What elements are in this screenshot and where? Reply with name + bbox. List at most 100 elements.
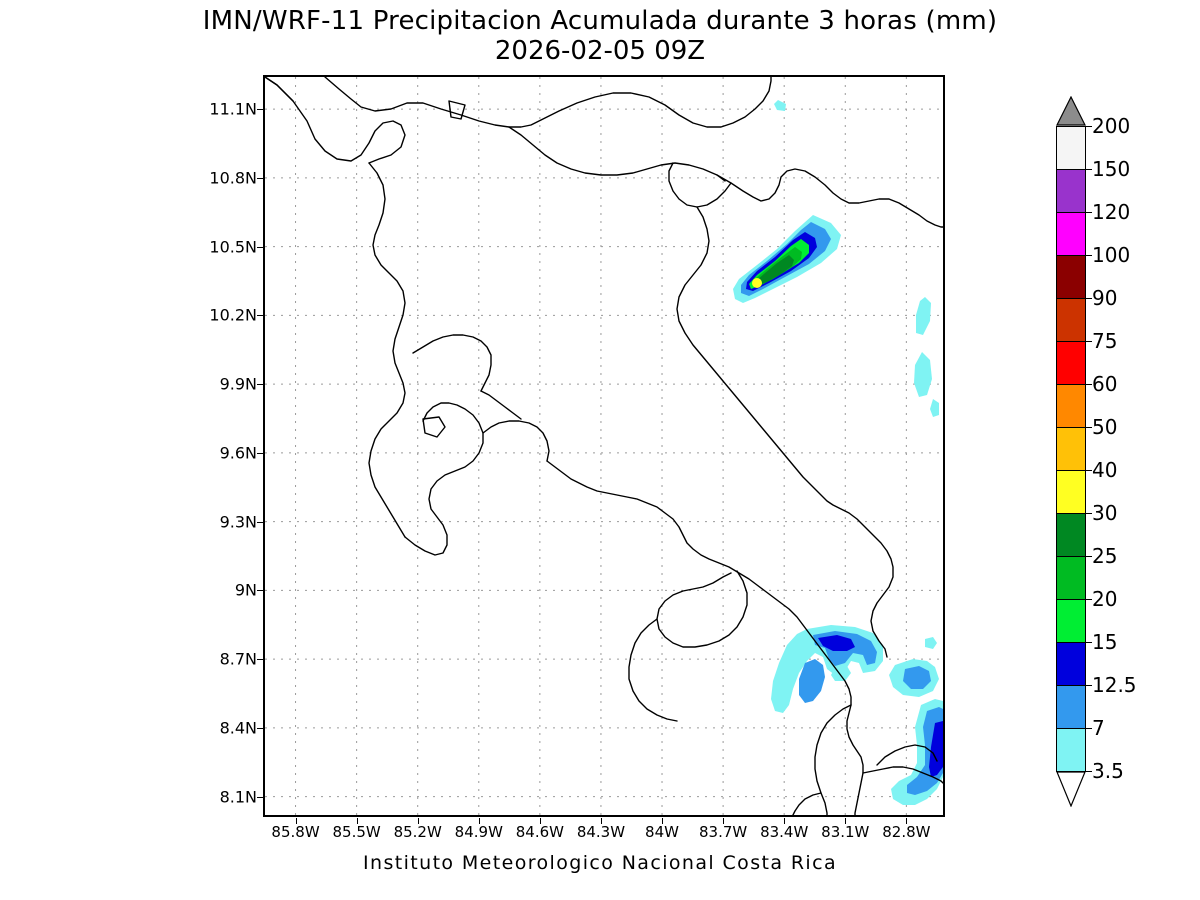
- y-axis-tick-label: 10.8N: [209, 168, 257, 188]
- y-axis-tick-mark: [257, 177, 264, 179]
- x-axis-tick-label: 85.2W: [393, 823, 442, 841]
- precip-feature-southeast-coastal-streak: [891, 699, 943, 805]
- x-axis-tick-label: 85.8W: [271, 823, 320, 841]
- colorbar-tick-label: 7: [1092, 716, 1105, 740]
- x-axis-tick-label: 83.1W: [821, 823, 870, 841]
- colorbar-band: [1056, 599, 1086, 643]
- colorbar-band: [1056, 255, 1086, 299]
- y-axis-tick-mark: [257, 659, 264, 661]
- precip-feature-north-speck: [774, 100, 786, 111]
- map-canvas: [265, 77, 943, 815]
- x-axis-tick-label: 84.3W: [576, 823, 626, 841]
- y-axis-tick-label: 8.4N: [219, 718, 257, 738]
- precip-feature-panama-border-cell: [889, 637, 939, 697]
- x-axis-tick-label: 84.6W: [515, 823, 564, 841]
- x-axis-tick-mark: [906, 818, 908, 824]
- y-axis-tick-mark: [257, 452, 264, 454]
- colorbar-tick-mark: [1086, 685, 1092, 686]
- y-axis-tick-mark: [257, 727, 264, 729]
- x-axis-tick-mark: [784, 818, 786, 824]
- footer-credit: Instituto Meteorologico Nacional Costa R…: [363, 852, 837, 874]
- colorbar-tick-mark: [1086, 513, 1092, 514]
- precipitation-contours: [733, 100, 943, 805]
- y-axis-tick-label: 8.1N: [219, 787, 257, 807]
- colorbar-tick-mark: [1086, 126, 1092, 127]
- x-axis-tick-label: 84W: [645, 823, 679, 841]
- y-axis-tick-label: 8.7N: [219, 649, 257, 669]
- chart-title: IMN/WRF-11 Precipitacion Acumulada duran…: [202, 6, 998, 36]
- colorbar-band: [1056, 169, 1086, 213]
- colorbar-tick-mark: [1086, 642, 1092, 643]
- colorbar-tick-mark: [1086, 556, 1092, 557]
- x-axis-tick-mark: [600, 818, 602, 824]
- colorbar-legend: 200 150 120 100 90 75 60 50 40 30 25 20 15 12.5 7 3.5: [1054, 96, 1194, 811]
- colorbar-tick-label: 12.5: [1092, 673, 1137, 697]
- colorbar-band: [1056, 298, 1086, 342]
- chart-subtitle: 2026-02-05 09Z: [494, 36, 706, 66]
- precip-feature-caribbean-offshore-band: [733, 215, 841, 303]
- y-axis-tick-mark: [257, 384, 264, 386]
- colorbar-tick-label: 25: [1092, 544, 1118, 568]
- x-axis: 85.8W 85.5W 85.2W 84.9W 84.6W 84.3W 84W 83.7W 83…: [263, 818, 945, 845]
- colorbar-band: [1056, 728, 1086, 772]
- y-axis-tick-mark: [257, 315, 264, 317]
- colorbar-tick-label: 120: [1092, 200, 1131, 224]
- colorbar-tick-mark: [1086, 298, 1092, 299]
- colorbar-tick-label: 75: [1092, 329, 1118, 353]
- colorbar-tick-label: 15: [1092, 630, 1118, 654]
- colorbar-tick-label: 150: [1092, 157, 1131, 181]
- y-axis-tick-mark: [257, 796, 264, 798]
- colorbar-tick-label: 20: [1092, 587, 1118, 611]
- y-axis-tick-label: 11.1N: [209, 99, 257, 119]
- x-axis-tick-label: 85.5W: [332, 823, 381, 841]
- colorbar-tick-mark: [1086, 212, 1092, 213]
- map-plot-area: [263, 75, 945, 817]
- x-axis-tick-mark: [539, 818, 541, 824]
- precip-feature-caribbean-small-cell-north: [916, 297, 931, 335]
- colorbar-tick-mark: [1086, 599, 1092, 600]
- y-axis-tick-label: 9.6N: [219, 443, 257, 463]
- colorbar-swatches: [1056, 96, 1086, 811]
- x-axis-tick-label: 83.7W: [698, 823, 748, 841]
- y-axis-tick-label: 9N: [234, 580, 257, 600]
- map-gridlines: [265, 77, 943, 815]
- colorbar-tick-mark: [1086, 470, 1092, 471]
- x-axis-tick-mark: [478, 818, 480, 824]
- colorbar-tick-label: 60: [1092, 372, 1118, 396]
- colorbar-band: [1056, 470, 1086, 514]
- colorbar-tick-mark: [1086, 771, 1092, 772]
- colorbar-band: [1056, 427, 1086, 471]
- x-axis-tick-mark: [295, 818, 297, 824]
- colorbar-band: [1056, 126, 1086, 170]
- colorbar-band: [1056, 341, 1086, 385]
- colorbar-band: [1056, 556, 1086, 600]
- colorbar-over-arrow: [1056, 96, 1086, 126]
- colorbar-tick-mark: [1086, 341, 1092, 342]
- map-coastlines: [265, 77, 943, 815]
- x-axis-tick-label: 83.4W: [760, 823, 809, 841]
- y-axis-tick-label: 10.2N: [209, 305, 257, 325]
- colorbar-tick-label: 40: [1092, 458, 1118, 482]
- x-axis-tick-label: 84.9W: [454, 823, 503, 841]
- colorbar-tick-mark: [1086, 255, 1092, 256]
- precip-feature-caribbean-small-cell-south: [914, 352, 939, 417]
- colorbar-tick-label: 200: [1092, 114, 1131, 138]
- precip-feature-golfo-dulce-cluster: [771, 625, 883, 713]
- x-axis-tick-mark: [417, 818, 419, 824]
- colorbar-band: [1056, 513, 1086, 557]
- colorbar-band: [1056, 642, 1086, 686]
- y-axis-tick-label: 9.9N: [219, 374, 257, 394]
- y-axis-tick-label: 9.3N: [219, 512, 257, 532]
- chart-title-block: IMN/WRF-11 Precipitacion Acumulada duran…: [0, 6, 1200, 66]
- colorbar-tick-label: 3.5: [1092, 759, 1124, 783]
- colorbar-tick-label: 50: [1092, 415, 1118, 439]
- colorbar-tick-mark: [1086, 427, 1092, 428]
- colorbar-band: [1056, 384, 1086, 428]
- colorbar-band: [1056, 212, 1086, 256]
- x-axis-tick-mark: [662, 818, 664, 824]
- colorbar-tick-mark: [1086, 728, 1092, 729]
- colorbar-tick-label: 100: [1092, 243, 1131, 267]
- colorbar-tick-mark: [1086, 384, 1092, 385]
- y-axis: 11.1N 10.8N 10.5N 10.2N 9.9N 9.6N 9.3N 9N 8.7N 8.…: [195, 75, 264, 817]
- colorbar-tick-mark: [1086, 169, 1092, 170]
